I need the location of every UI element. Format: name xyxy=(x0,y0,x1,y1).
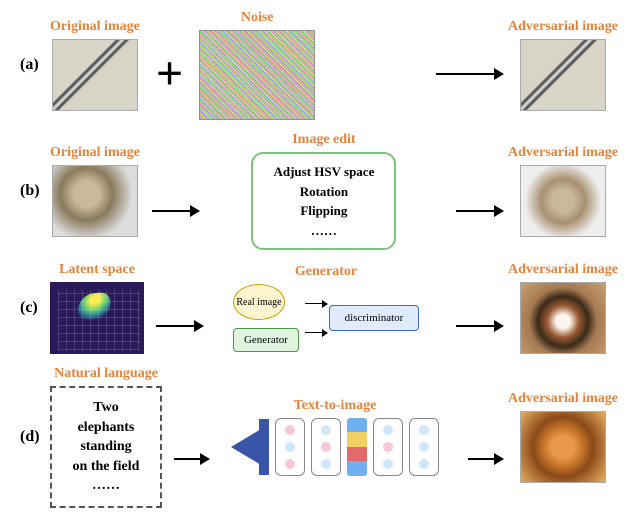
mini-arrow-1 xyxy=(305,303,323,304)
adversarial-caption-d: Adversarial image xyxy=(508,391,618,407)
t2i-block-2 xyxy=(311,418,341,476)
encoder-body xyxy=(259,419,269,475)
dot xyxy=(285,459,295,469)
arrow-b2 xyxy=(456,210,496,212)
nl-col: Natural language Two elephants standing … xyxy=(50,366,162,508)
seg xyxy=(347,432,367,447)
seg xyxy=(347,447,367,462)
dot xyxy=(321,459,331,469)
gan-diagram: Real image Generator discriminator xyxy=(233,284,419,352)
encoder-icon xyxy=(231,429,261,465)
row-a-label: (a) xyxy=(20,56,50,74)
original-col-b: Original image xyxy=(50,145,140,237)
adversarial-caption-b: Adversarial image xyxy=(508,145,618,161)
latent-col: Latent space xyxy=(50,262,144,354)
generator-col: Generator Real image Generator discrimin… xyxy=(208,264,444,352)
dot xyxy=(419,459,429,469)
original-image-a xyxy=(52,39,138,111)
generator-caption: Generator xyxy=(295,264,357,280)
t2i-block-1 xyxy=(275,418,305,476)
edit-line-2: Rotation xyxy=(273,182,374,202)
dot xyxy=(383,442,393,452)
original-col-a: Original image xyxy=(50,19,140,111)
dot xyxy=(419,442,429,452)
original-caption-b: Original image xyxy=(50,145,140,161)
edit-line-4: …… xyxy=(273,221,374,241)
row-c: (c) Latent space Generator Real image Ge… xyxy=(20,262,618,354)
noise-col: Noise xyxy=(199,10,315,120)
seg xyxy=(347,461,367,476)
row-d-label: (d) xyxy=(20,428,50,446)
real-image-node: Real image xyxy=(233,284,285,320)
dot xyxy=(285,442,295,452)
dot xyxy=(321,425,331,435)
adversarial-col-a: Adversarial image xyxy=(508,19,618,111)
mini-arrow-2 xyxy=(305,332,323,333)
arrow-a xyxy=(436,73,496,75)
edit-col: Image edit Adjust HSV space Rotation Fli… xyxy=(204,132,444,250)
nl-caption: Natural language xyxy=(54,366,158,382)
t2i-block-4 xyxy=(409,418,439,476)
original-caption-a: Original image xyxy=(50,19,140,35)
nl-box: Two elephants standing on the field …… xyxy=(50,386,162,508)
t2i-mid xyxy=(347,418,367,476)
dot xyxy=(419,425,429,435)
latent-image xyxy=(50,282,144,354)
row-c-label: (c) xyxy=(20,299,50,317)
row-d: (d) Natural language Two elephants stand… xyxy=(20,366,618,508)
noise-image xyxy=(199,30,315,120)
row-b-label: (b) xyxy=(20,182,50,200)
dot xyxy=(383,425,393,435)
edit-box: Adjust HSV space Rotation Flipping …… xyxy=(251,152,396,250)
row-b: (b) Original image Image edit Adjust HSV… xyxy=(20,132,618,250)
noise-caption: Noise xyxy=(241,10,274,26)
nl-line-2: standing xyxy=(66,437,146,457)
t2i-caption: Text-to-image xyxy=(294,398,377,414)
dot xyxy=(285,425,295,435)
adversarial-image-c xyxy=(520,282,606,354)
dot xyxy=(321,442,331,452)
arrow-d2 xyxy=(468,458,496,460)
t2i-diagram xyxy=(231,418,439,476)
row-a: (a) Original image + Noise Adversarial i… xyxy=(20,10,618,120)
original-image-b xyxy=(52,165,138,237)
generator-node: Generator xyxy=(233,328,299,352)
t2i-col: Text-to-image xyxy=(214,398,456,476)
edit-caption: Image edit xyxy=(292,132,355,148)
nl-line-1: Two elephants xyxy=(66,398,146,437)
arrow-c2 xyxy=(456,325,496,327)
adversarial-caption-c: Adversarial image xyxy=(508,262,618,278)
adversarial-caption-a: Adversarial image xyxy=(508,19,618,35)
plus-icon: + xyxy=(156,50,183,98)
adversarial-image-a xyxy=(520,39,606,111)
adversarial-col-c: Adversarial image xyxy=(508,262,618,354)
arrow-b1 xyxy=(152,210,192,212)
adversarial-image-d xyxy=(520,411,606,483)
arrow-d1 xyxy=(174,458,202,460)
adversarial-image-b xyxy=(520,165,606,237)
t2i-block-3 xyxy=(373,418,403,476)
discriminator-node: discriminator xyxy=(329,305,419,331)
arrow-c1 xyxy=(156,325,196,327)
nl-line-3: on the field xyxy=(66,457,146,477)
nl-line-4: …… xyxy=(66,476,146,496)
edit-line-1: Adjust HSV space xyxy=(273,162,374,182)
seg xyxy=(347,418,367,433)
adversarial-col-d: Adversarial image xyxy=(508,391,618,483)
dot xyxy=(383,459,393,469)
edit-line-3: Flipping xyxy=(273,201,374,221)
latent-caption: Latent space xyxy=(59,262,135,278)
adversarial-col-b: Adversarial image xyxy=(508,145,618,237)
